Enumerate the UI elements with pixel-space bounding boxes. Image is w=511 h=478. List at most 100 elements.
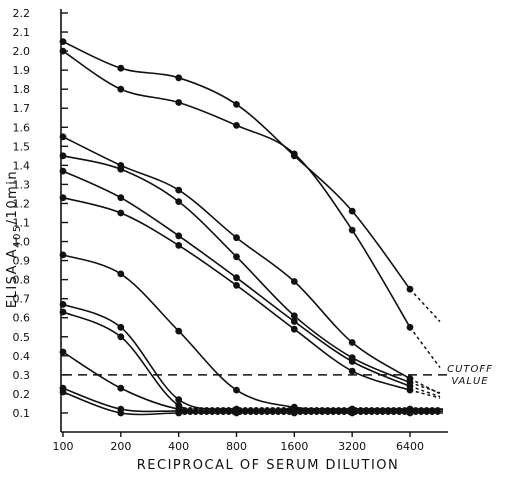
baseline-marker (286, 407, 292, 415)
baseline-marker (231, 407, 237, 415)
baseline-marker (193, 407, 199, 415)
series-extrapolation (409, 385, 441, 398)
data-point (117, 409, 125, 417)
baseline-marker (270, 407, 276, 415)
baseline-marker (248, 407, 254, 415)
data-point (233, 234, 240, 242)
data-point (117, 270, 125, 278)
x-tick-label: 200 (110, 440, 131, 453)
series-group (59, 38, 446, 417)
baseline-marker (347, 407, 353, 415)
data-point (59, 38, 67, 45)
baseline-marker (336, 407, 342, 415)
baseline-marker (424, 407, 430, 415)
baseline-marker (418, 407, 424, 415)
baseline-marker (330, 407, 336, 415)
y-axis-title-subscript: 405 (12, 224, 23, 248)
data-point (406, 386, 414, 394)
baseline-marker (435, 407, 441, 415)
baseline-marker (385, 407, 391, 415)
baseline-marker (253, 407, 259, 415)
y-tick-label: 2.1 (13, 26, 31, 39)
baseline-marker (358, 407, 364, 415)
y-tick-label: 0.7 (13, 293, 31, 306)
data-point (290, 278, 298, 285)
data-point (233, 386, 240, 394)
series-line (62, 155, 411, 384)
data-point (175, 232, 183, 240)
baseline-marker (363, 407, 369, 415)
data-point (233, 253, 240, 261)
series-line (62, 311, 410, 413)
y-tick-label: 1.8 (13, 83, 31, 96)
baseline-marker (237, 407, 243, 415)
data-point (59, 348, 67, 356)
cutoff-label-line1: CUTOFF (447, 364, 493, 375)
data-point (175, 198, 183, 206)
y-tick-label: 0.9 (13, 255, 31, 268)
y-tick-label: 1.1 (13, 217, 31, 230)
baseline-marker (402, 407, 408, 415)
data-point (233, 101, 240, 108)
y-tick-label: 0.4 (13, 350, 31, 363)
baseline-marker (220, 407, 226, 415)
labels-group: RECIPROCAL OF SERUM DILUTION ELISA A405/… (5, 170, 493, 473)
x-tick-label: 800 (226, 440, 247, 453)
series-2 (59, 47, 441, 369)
baseline-marker (303, 407, 309, 415)
baseline-marker (297, 407, 303, 415)
cutoff-label-line2: VALUE (451, 376, 488, 387)
baseline-marker (242, 407, 248, 415)
baseline-marker (429, 407, 435, 415)
baseline-marker (407, 407, 413, 415)
baseline-marker (341, 407, 347, 415)
series-5 (59, 167, 441, 398)
data-point (290, 312, 298, 320)
baseline-marker (369, 407, 375, 415)
baseline-marker (380, 407, 386, 415)
data-point (348, 358, 356, 365)
baseline-marker (314, 407, 320, 415)
data-point (117, 64, 125, 72)
x-tick-label: 6400 (396, 440, 424, 453)
y-tick-label: 0.3 (13, 369, 31, 382)
data-point (175, 409, 183, 417)
data-point (175, 327, 183, 335)
data-point (348, 226, 356, 234)
baseline-marker (292, 407, 298, 415)
data-point (406, 285, 414, 293)
data-point (117, 333, 125, 341)
baseline-marker (275, 407, 281, 415)
data-point (59, 308, 67, 316)
baseline-marker (215, 407, 221, 415)
data-point (117, 209, 125, 217)
y-tick-label: 0.2 (13, 388, 31, 401)
data-point (117, 165, 125, 173)
y-tick-label: 2.2 (13, 7, 31, 20)
data-point (117, 323, 125, 331)
y-tick-label: 0.5 (13, 331, 31, 344)
data-point (348, 367, 356, 375)
baseline-marker (396, 407, 402, 415)
y-axis-title: ELISA A405/10min (5, 170, 23, 308)
data-point (59, 251, 67, 259)
series-3 (59, 133, 441, 395)
data-point (59, 133, 67, 141)
x-tick-label: 100 (53, 440, 74, 453)
y-tick-label: 0.6 (13, 312, 31, 325)
baseline-marker (187, 407, 193, 415)
data-point (59, 388, 67, 396)
y-tick-label: 1.6 (13, 121, 31, 134)
x-tick-label: 3200 (338, 440, 366, 453)
baseline-marker (226, 407, 232, 415)
series-line (62, 40, 411, 290)
data-point (175, 99, 183, 106)
series-10 (59, 348, 446, 415)
baseline-marker (198, 407, 204, 415)
data-point (59, 301, 67, 308)
series-8 (59, 301, 446, 413)
data-point (117, 384, 125, 392)
data-point (406, 323, 414, 331)
data-point (175, 186, 183, 194)
